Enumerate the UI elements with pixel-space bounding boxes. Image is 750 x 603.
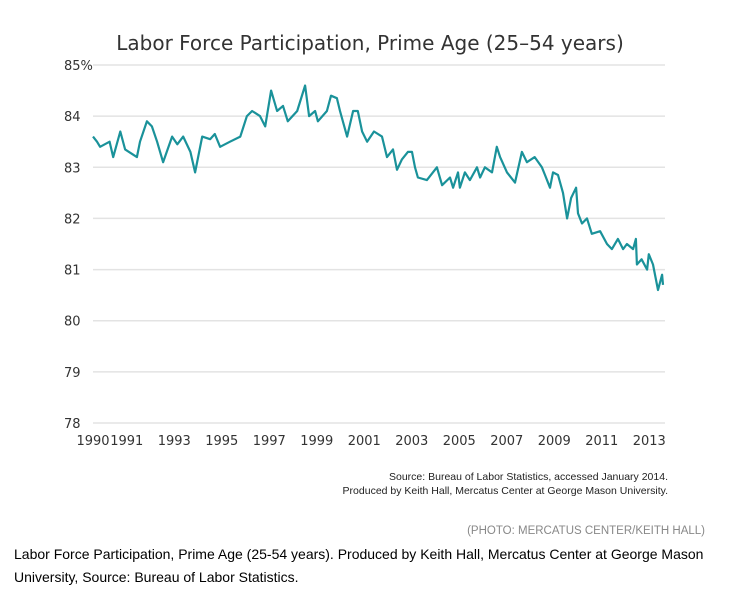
y-tick-label: 82: [64, 212, 81, 227]
x-tick-label: 1990: [76, 434, 109, 449]
x-tick-label: 1993: [158, 434, 191, 449]
y-tick-label: 83: [64, 161, 81, 176]
x-tick-label: 2001: [348, 434, 381, 449]
line-chart: Labor Force Participation, Prime Age (25…: [64, 31, 666, 449]
photo-credit: (PHOTO: MERCATUS CENTER/KEITH HALL): [467, 525, 705, 537]
y-tick-label: 78: [64, 417, 81, 432]
y-tick-label: 80: [64, 315, 81, 330]
source-note: Source: Bureau of Labor Statistics, acce…: [389, 471, 668, 483]
caption: Labor Force Participation, Prime Age (25…: [14, 546, 704, 585]
y-tick-label: 81: [64, 264, 81, 279]
y-tick-label: 79: [64, 366, 81, 381]
series-line: [92, 84, 665, 292]
x-tick-label: 2005: [443, 434, 476, 449]
x-tick-label: 1999: [300, 434, 333, 449]
x-tick-label: 2009: [538, 434, 571, 449]
y-tick-label: 84: [64, 110, 81, 125]
x-tick-label: 1991: [110, 434, 143, 449]
x-tick-label: 1997: [253, 434, 286, 449]
chart-title: Labor Force Participation, Prime Age (25…: [116, 31, 624, 55]
x-tick-label: 2011: [585, 434, 618, 449]
y-tick-label: 85%: [64, 59, 93, 74]
x-tick-label: 2003: [395, 434, 428, 449]
x-tick-label: 2013: [633, 434, 666, 449]
producer-note: Produced by Keith Hall, Mercatus Center …: [342, 485, 668, 497]
x-tick-label: 2007: [490, 434, 523, 449]
x-tick-label: 1995: [205, 434, 238, 449]
